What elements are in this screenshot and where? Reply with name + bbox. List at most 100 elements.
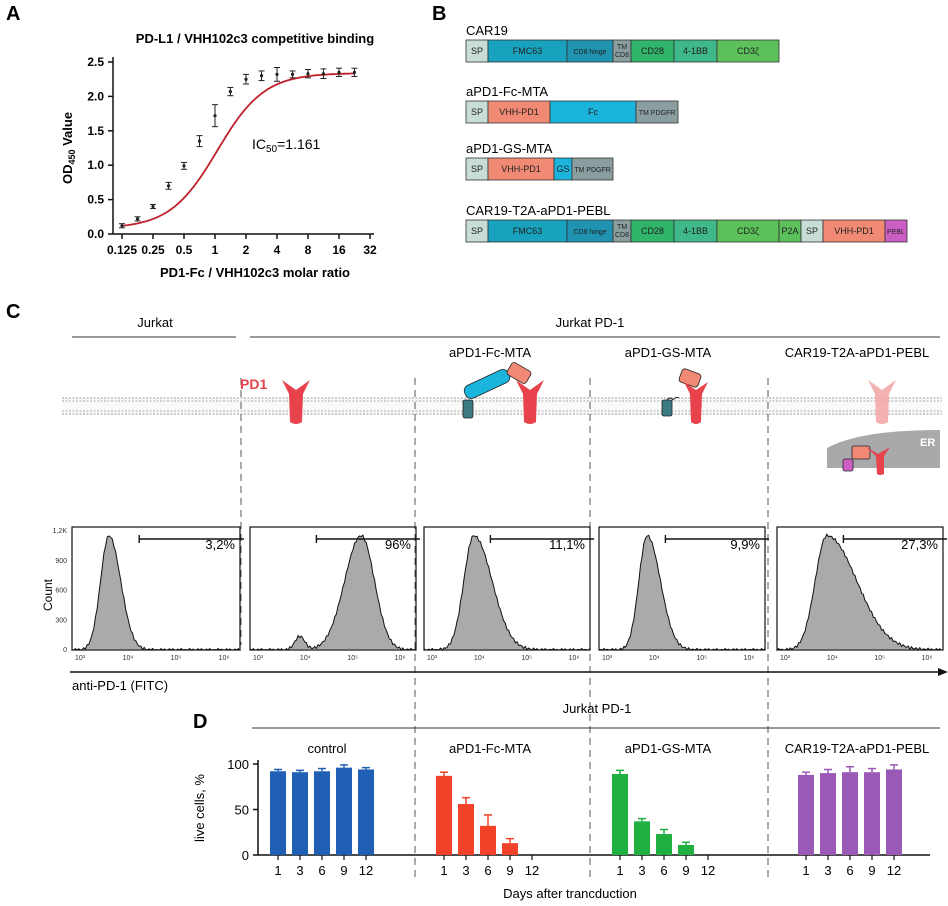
chart-a-point <box>306 72 310 76</box>
histogram-distribution <box>249 534 417 651</box>
chart-a-point <box>197 139 202 143</box>
chart-a-point <box>120 224 124 228</box>
condition-label-pebl: CAR19-T2A-aPD1-PEBL <box>785 345 930 360</box>
histogram-xtick-label: 10⁵ <box>347 655 358 662</box>
chart-a-fit-curve <box>121 72 355 227</box>
fitc-arrowhead <box>938 668 948 676</box>
construct-segment <box>635 100 679 124</box>
pebl-construct-icon <box>827 380 940 475</box>
panel-separators <box>240 378 769 880</box>
histogram-distribution <box>598 534 766 651</box>
histogram-distribution <box>775 533 943 651</box>
chart-d-bar <box>436 775 452 855</box>
chart-a-xtick-label: 8 <box>305 243 312 257</box>
histogram-xtick-label: 10⁶ <box>569 655 580 662</box>
chart-d-group-title: aPD1-Fc-MTA <box>449 741 531 756</box>
histogram-ytick-label: 900 <box>55 558 67 565</box>
histogram-xtick-label: 10⁵ <box>696 655 707 662</box>
histogram-xtick-label: 10⁴ <box>474 655 485 662</box>
condition-label-fc: aPD1-Fc-MTA <box>449 345 531 360</box>
histogram-percentage: 27,3% <box>901 537 938 552</box>
chart-a-point <box>275 72 279 76</box>
construct-segment-label: SP <box>471 164 483 174</box>
histogram-distribution <box>72 535 242 651</box>
chart-a-ytick-label: 1.0 <box>87 158 104 172</box>
construct-name: aPD1-Fc-MTA <box>466 84 548 99</box>
construct-segment-label: CD8 <box>615 52 629 59</box>
group-jurkat-label: Jurkat <box>137 315 173 330</box>
histogram-percentage: 11,1% <box>549 537 585 552</box>
chart-a-ic50: IC50=1.161 <box>252 136 321 155</box>
panel-d-xlabel: Days after trancduction <box>503 886 637 901</box>
construct-segment <box>884 219 908 243</box>
fc-mta-construct-icon <box>462 362 544 424</box>
construct-name: CAR19-T2A-aPD1-PEBL <box>466 203 611 218</box>
chart-d-bar <box>270 771 286 855</box>
construct-segment-label: FMC63 <box>513 46 543 56</box>
chart-a: 0.0 0.5 1.0 1.5 2.0 2.5 0.125 0.25 0.5 1 2 4 8 16 32 <box>87 55 377 257</box>
chart-a-xtick-label: 2 <box>243 243 250 257</box>
chart-d-xtick-label: 9 <box>682 863 689 878</box>
chart-d-xtick-label: 6 <box>484 863 491 878</box>
chart-a-ylabel: OD450 Value <box>60 112 77 184</box>
chart-d-xtick-label: 12 <box>701 863 715 878</box>
fitc-axis-label: anti-PD-1 (FITC) <box>72 678 168 693</box>
chart-a-point <box>244 77 248 81</box>
chart-a-title: PD-L1 / VHH102c3 competitive binding <box>136 31 374 46</box>
chart-a-ytick-label: 2.5 <box>87 55 104 69</box>
construct-segment-label: 4-1BB <box>683 226 708 236</box>
chart-a-ytick-label: 0.0 <box>87 227 104 241</box>
histogram-xtick-label: 10⁴ <box>300 655 311 662</box>
construct-name: CAR19 <box>466 23 508 38</box>
chart-d-ytick-label: 100 <box>227 757 249 772</box>
histogram-ytick-label: 600 <box>55 588 67 595</box>
panel-b-label: B <box>432 3 446 25</box>
histogram-percentage: 96% <box>385 537 411 552</box>
chart-d-bar <box>480 825 496 855</box>
er-label: ER <box>920 437 935 449</box>
chart-d-xtick-label: 12 <box>887 863 901 878</box>
chart-a-xlabel: PD1-Fc / VHH102c3 molar ratio <box>160 265 350 280</box>
construct-segment-label: Fc <box>588 107 598 117</box>
chart-a-ytick-label: 1.5 <box>87 124 104 138</box>
chart-d-xtick-label: 6 <box>318 863 325 878</box>
chart-d-xtick-label: 9 <box>868 863 875 878</box>
histogram-y-label: Count <box>41 578 55 611</box>
construct-segment <box>571 157 614 181</box>
panel-d-header: Jurkat PD-1 <box>563 701 632 716</box>
group-jurkat-pd1-label: Jurkat PD-1 <box>556 315 625 330</box>
chart-a-point <box>228 89 232 94</box>
chart-a-xtick-label: 0.25 <box>141 243 165 257</box>
construct-segment-label: SP <box>471 107 483 117</box>
chart-a-xtick-label: 0.5 <box>176 243 193 257</box>
chart-d-xtick-label: 9 <box>506 863 513 878</box>
chart-d-bar <box>656 834 672 855</box>
chart-d-group-title: aPD1-GS-MTA <box>625 741 712 756</box>
panel-a-label: A <box>6 3 20 25</box>
chart-d-ytick-label: 0 <box>242 848 249 863</box>
histogram-xtick-label: 10³ <box>602 655 613 662</box>
histogram-xtick-label: 10⁵ <box>874 655 885 662</box>
histogram-xtick-label: 10⁵ <box>171 655 182 662</box>
chart-d-bar <box>842 772 858 855</box>
construct-segment-label: FMC63 <box>513 226 543 236</box>
histogram-xtick-label: 10³ <box>75 655 86 662</box>
histogram-xtick-label: 10⁴ <box>123 655 134 662</box>
chart-a-point <box>321 72 326 76</box>
construct-segment-label: CD28 <box>641 46 664 56</box>
construct-segment-label: TM <box>617 44 627 51</box>
histogram-xtick-label: 10³ <box>427 655 438 662</box>
histogram-xtick-label: 10⁶ <box>395 655 406 662</box>
histogram-percentage: 9,9% <box>730 537 760 552</box>
construct-segment-label: CD8 <box>615 232 629 239</box>
construct-segment-label: GS <box>556 164 569 174</box>
construct-segment-label: TM PDGFR <box>639 110 676 117</box>
construct-segment-label: SP <box>471 226 483 236</box>
histogram-xtick-label: 10⁶ <box>744 655 755 662</box>
chart-d-xtick-label: 9 <box>340 863 347 878</box>
chart-d-bar <box>634 821 650 855</box>
chart-d-xtick-label: 3 <box>296 863 303 878</box>
construct-segment-label: PEBL <box>887 229 905 236</box>
